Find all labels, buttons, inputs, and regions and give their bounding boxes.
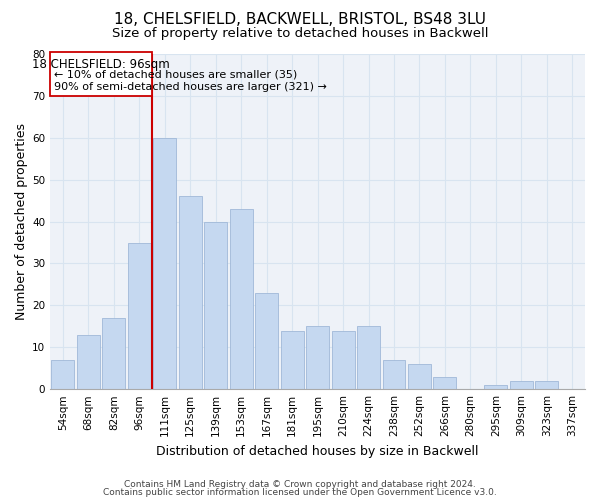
X-axis label: Distribution of detached houses by size in Backwell: Distribution of detached houses by size …: [157, 444, 479, 458]
Bar: [179, 196, 202, 389]
Bar: [52, 360, 74, 389]
Text: 18, CHELSFIELD, BACKWELL, BRISTOL, BS48 3LU: 18, CHELSFIELD, BACKWELL, BRISTOL, BS48 …: [114, 12, 486, 28]
Bar: [383, 360, 406, 389]
Bar: [255, 293, 278, 389]
Bar: [408, 364, 431, 389]
Bar: [433, 376, 457, 389]
FancyBboxPatch shape: [50, 52, 152, 96]
Text: Contains public sector information licensed under the Open Government Licence v3: Contains public sector information licen…: [103, 488, 497, 497]
Bar: [204, 222, 227, 389]
Bar: [154, 138, 176, 389]
Bar: [128, 242, 151, 389]
Bar: [535, 381, 558, 389]
Bar: [510, 381, 533, 389]
Text: ← 10% of detached houses are smaller (35): ← 10% of detached houses are smaller (35…: [54, 70, 297, 80]
Bar: [77, 334, 100, 389]
Y-axis label: Number of detached properties: Number of detached properties: [15, 123, 28, 320]
Text: 18 CHELSFIELD: 96sqm: 18 CHELSFIELD: 96sqm: [32, 58, 170, 71]
Text: Size of property relative to detached houses in Backwell: Size of property relative to detached ho…: [112, 28, 488, 40]
Text: 90% of semi-detached houses are larger (321) →: 90% of semi-detached houses are larger (…: [54, 82, 327, 92]
Bar: [103, 318, 125, 389]
Bar: [332, 330, 355, 389]
Bar: [306, 326, 329, 389]
Bar: [357, 326, 380, 389]
Text: Contains HM Land Registry data © Crown copyright and database right 2024.: Contains HM Land Registry data © Crown c…: [124, 480, 476, 489]
Bar: [281, 330, 304, 389]
Bar: [484, 385, 508, 389]
Bar: [230, 209, 253, 389]
